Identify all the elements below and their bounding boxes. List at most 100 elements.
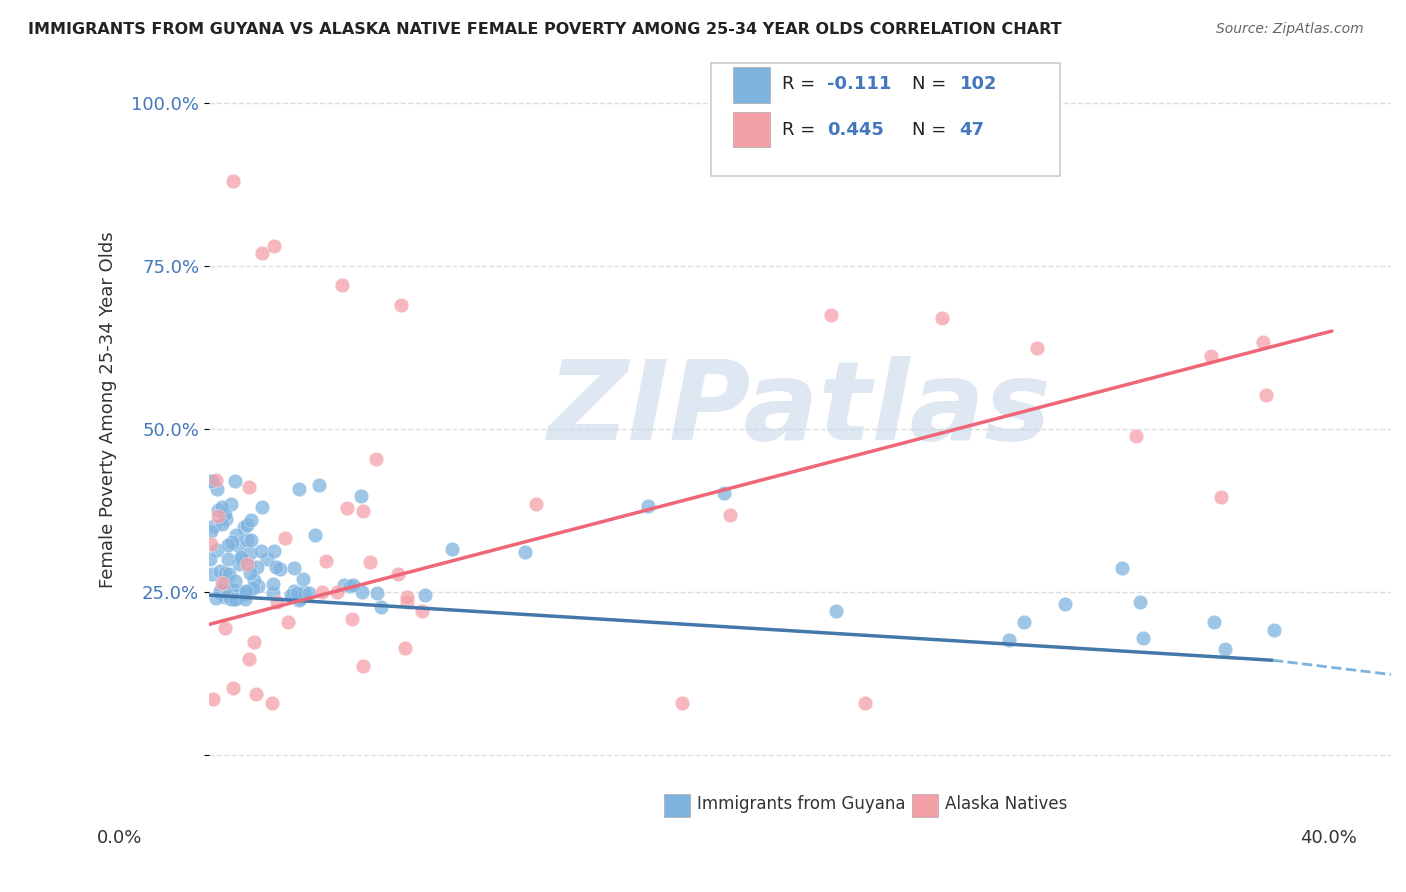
Point xyxy=(1014,615,1036,630)
Point xyxy=(209,583,232,598)
Point xyxy=(236,557,259,571)
Point xyxy=(1199,349,1222,363)
Point xyxy=(224,574,246,589)
Text: 47: 47 xyxy=(959,120,984,138)
Point xyxy=(200,536,222,550)
Point xyxy=(370,599,392,614)
Text: 0.0%: 0.0% xyxy=(97,829,142,847)
Text: Alaska Natives: Alaska Natives xyxy=(945,795,1067,813)
Point xyxy=(218,567,240,582)
Point xyxy=(315,554,337,568)
Y-axis label: Female Poverty Among 25-34 Year Olds: Female Poverty Among 25-34 Year Olds xyxy=(100,231,117,588)
Point xyxy=(214,590,236,604)
Point xyxy=(287,482,309,496)
Point xyxy=(291,572,314,586)
Point xyxy=(229,550,252,565)
Text: N =: N = xyxy=(912,76,952,94)
Text: -0.111: -0.111 xyxy=(827,76,891,94)
Text: IMMIGRANTS FROM GUYANA VS ALASKA NATIVE FEMALE POVERTY AMONG 25-34 YEAR OLDS COR: IMMIGRANTS FROM GUYANA VS ALASKA NATIVE … xyxy=(28,22,1062,37)
Point xyxy=(238,585,260,599)
Point xyxy=(238,480,260,494)
Point xyxy=(352,504,374,518)
Point xyxy=(350,585,373,599)
Point xyxy=(389,298,412,312)
Point xyxy=(205,473,228,487)
Point xyxy=(235,584,257,599)
Point xyxy=(283,584,305,599)
Point xyxy=(349,490,371,504)
FancyBboxPatch shape xyxy=(711,62,1060,177)
Point xyxy=(217,538,239,552)
Point xyxy=(515,545,537,559)
Point xyxy=(1263,623,1285,637)
Point xyxy=(931,310,953,325)
Point xyxy=(201,566,224,581)
Point xyxy=(222,590,245,604)
Point xyxy=(202,692,225,706)
Point xyxy=(236,533,259,547)
Point xyxy=(250,500,273,515)
Point xyxy=(298,586,321,600)
Point xyxy=(1026,341,1049,355)
Point xyxy=(239,533,262,547)
Point xyxy=(283,561,305,575)
Point xyxy=(250,245,273,260)
Point xyxy=(326,585,349,599)
Point xyxy=(233,519,256,533)
Point xyxy=(209,564,232,578)
Point xyxy=(330,278,353,293)
Point xyxy=(221,497,243,511)
Point xyxy=(1053,597,1076,611)
Point xyxy=(221,174,243,188)
Point xyxy=(352,659,374,673)
Point xyxy=(280,588,302,602)
Point xyxy=(205,591,228,605)
Text: 0.445: 0.445 xyxy=(827,120,884,138)
Text: 40.0%: 40.0% xyxy=(1301,829,1357,847)
FancyBboxPatch shape xyxy=(664,794,690,816)
Point xyxy=(364,452,387,467)
Point xyxy=(266,560,288,574)
Point xyxy=(263,586,285,600)
Point xyxy=(1211,491,1233,505)
Text: R =: R = xyxy=(782,76,821,94)
Point xyxy=(200,474,222,488)
Point xyxy=(396,590,419,604)
Point xyxy=(308,478,330,492)
Point xyxy=(266,595,288,609)
Point xyxy=(413,589,436,603)
Point xyxy=(207,542,229,557)
Point xyxy=(236,518,259,533)
Point xyxy=(211,576,233,591)
Point xyxy=(273,531,295,545)
Point xyxy=(200,552,222,566)
Point xyxy=(262,696,284,710)
Point xyxy=(225,527,247,541)
Point xyxy=(231,552,253,566)
Point xyxy=(200,474,222,488)
Point xyxy=(246,560,269,574)
Point xyxy=(342,577,364,591)
Point xyxy=(1213,642,1236,657)
Point xyxy=(239,566,262,580)
Point xyxy=(202,519,225,533)
Point xyxy=(228,557,250,571)
Point xyxy=(825,604,848,618)
Point xyxy=(713,486,735,500)
Point xyxy=(262,577,284,591)
Point xyxy=(440,542,463,557)
FancyBboxPatch shape xyxy=(733,112,770,147)
Point xyxy=(214,577,236,591)
Point xyxy=(290,591,312,605)
Point xyxy=(207,509,229,524)
Point xyxy=(281,589,304,603)
Point xyxy=(217,590,239,604)
Point xyxy=(671,696,693,710)
Point xyxy=(226,591,249,606)
Point xyxy=(256,551,278,566)
Point xyxy=(219,586,242,600)
Point xyxy=(524,497,547,511)
Point xyxy=(221,534,243,549)
Point xyxy=(217,551,239,566)
Point xyxy=(214,507,236,521)
